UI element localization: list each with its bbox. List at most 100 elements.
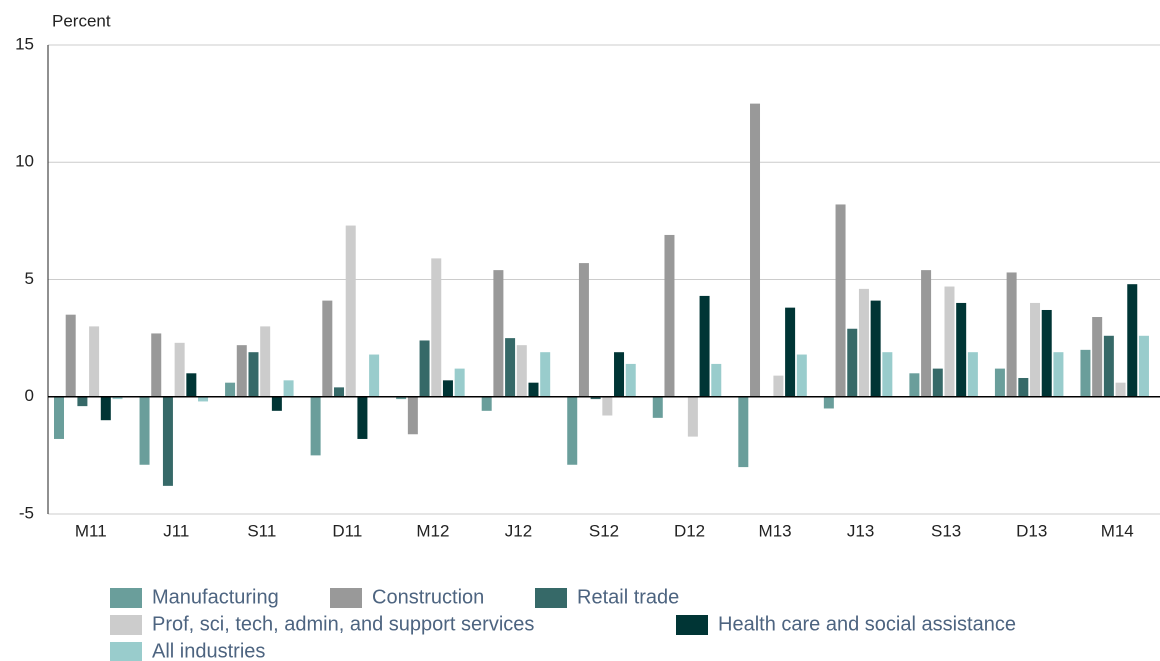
bar [847, 328, 858, 397]
bar [773, 375, 784, 397]
bar [796, 354, 807, 397]
x-tick-label: M12 [416, 521, 449, 540]
bar [493, 270, 504, 397]
bar [785, 307, 796, 397]
bar [590, 396, 601, 400]
bar [260, 326, 271, 397]
bar [442, 380, 453, 397]
bar [174, 342, 185, 397]
legend-swatch [676, 615, 708, 635]
bar [236, 345, 247, 397]
legend-swatch [535, 588, 567, 608]
x-tick-label: S13 [931, 521, 961, 540]
y-tick-label: 15 [15, 34, 34, 53]
legend-label: Retail trade [577, 586, 679, 608]
bar [699, 295, 710, 397]
bar [578, 263, 589, 397]
legend-label: Health care and social assistance [718, 613, 1016, 635]
bar [454, 368, 465, 397]
bar [1103, 335, 1114, 397]
bar [1018, 377, 1029, 397]
bar [369, 354, 380, 397]
bar [823, 396, 834, 409]
bar [1127, 284, 1138, 397]
bar [1115, 382, 1126, 397]
bar [1030, 302, 1041, 397]
legend-swatch [110, 588, 142, 608]
bar [967, 352, 978, 397]
bar [882, 352, 893, 397]
bar [225, 382, 236, 397]
bar [567, 396, 578, 465]
legend-label: All industries [152, 640, 265, 661]
bar [112, 396, 123, 400]
bar [334, 387, 345, 397]
bar [186, 373, 197, 397]
y-tick-label: 10 [15, 152, 34, 171]
bar [1053, 352, 1064, 397]
bar [65, 314, 76, 397]
bar [505, 338, 516, 397]
bar [396, 396, 407, 400]
y-tick-label: -5 [19, 503, 34, 522]
bar [932, 368, 943, 397]
bar [481, 396, 492, 411]
bar [909, 373, 920, 397]
legend-swatch [110, 642, 142, 661]
bar [687, 396, 698, 437]
bar [357, 396, 368, 439]
bar [1080, 349, 1091, 397]
bar [602, 396, 613, 416]
bar [248, 352, 259, 397]
bar [310, 396, 321, 456]
x-tick-label: S12 [589, 521, 619, 540]
legend-label: Manufacturing [152, 586, 279, 608]
bar [516, 345, 527, 397]
bar [944, 286, 955, 397]
bar [835, 204, 846, 397]
bar [151, 333, 162, 397]
x-tick-label: D12 [674, 521, 705, 540]
bar [528, 382, 539, 397]
x-tick-label: J12 [505, 521, 532, 540]
x-tick-label: D13 [1016, 521, 1047, 540]
bar [139, 396, 150, 465]
legend-swatch [110, 615, 142, 635]
bar [1006, 272, 1017, 397]
legend-swatch [330, 588, 362, 608]
bar [283, 380, 294, 397]
bar [77, 396, 88, 407]
bar [419, 340, 430, 397]
legend-label: Prof, sci, tech, admin, and support serv… [152, 613, 534, 635]
x-tick-label: S11 [247, 521, 276, 540]
bar [858, 288, 869, 397]
legend-label: Construction [372, 586, 484, 608]
bar [271, 396, 282, 411]
bar [664, 234, 675, 397]
bar [540, 352, 551, 397]
bar [738, 396, 749, 468]
bar [89, 326, 100, 397]
bar [198, 396, 209, 402]
bar [54, 396, 64, 439]
bar [431, 258, 442, 397]
bar [1092, 317, 1103, 397]
bar [322, 300, 333, 397]
bar [1041, 309, 1052, 397]
bar [345, 225, 356, 397]
bar [162, 396, 173, 486]
y-axis-label: Percent [52, 11, 111, 30]
x-tick-label: D11 [332, 521, 362, 540]
bar [407, 396, 418, 435]
bar [614, 352, 625, 397]
bar [1138, 335, 1149, 397]
bar [994, 368, 1005, 397]
x-tick-label: M13 [759, 521, 792, 540]
bar [956, 302, 967, 397]
bar [625, 363, 636, 397]
bar [711, 363, 722, 397]
y-tick-label: 5 [25, 269, 34, 288]
bar [921, 270, 932, 397]
bar [750, 103, 761, 397]
